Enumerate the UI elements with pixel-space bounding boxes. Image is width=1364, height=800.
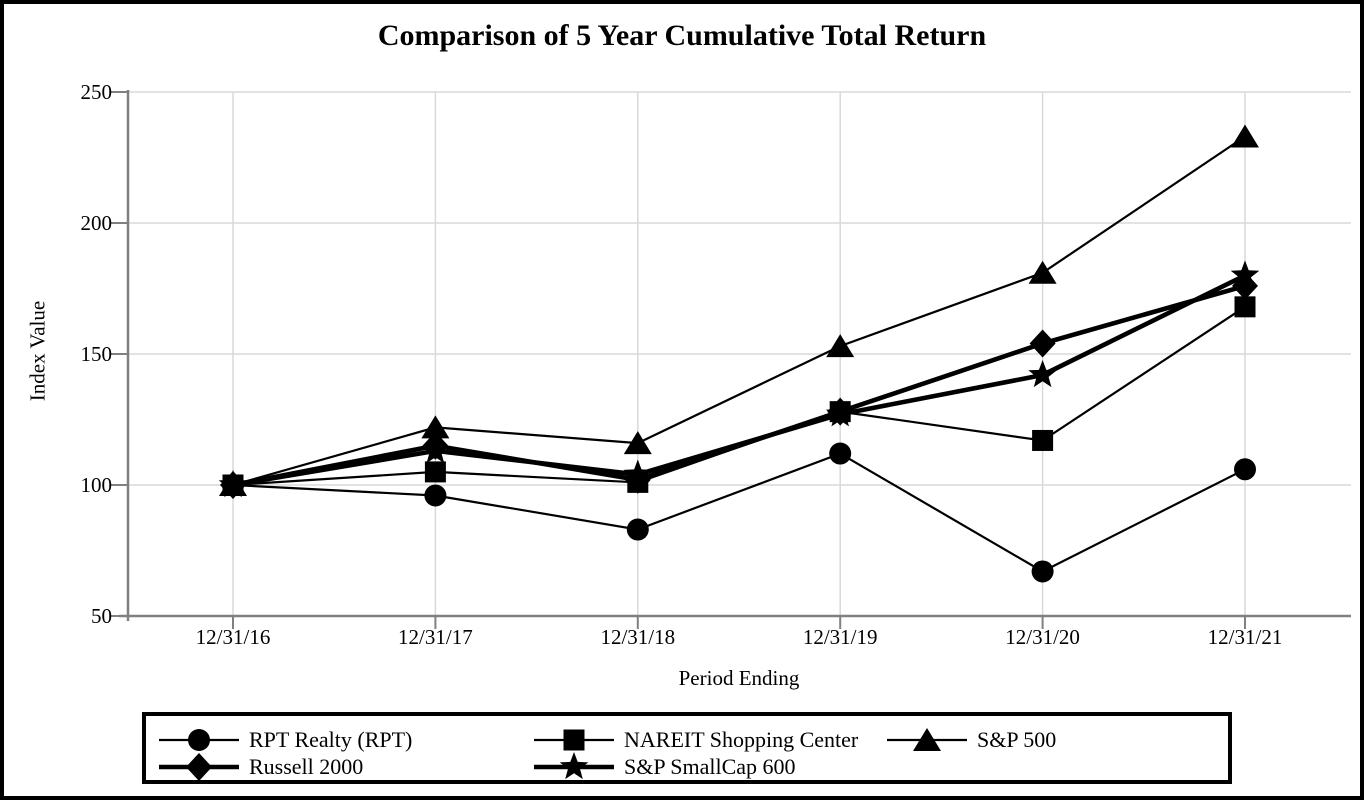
triangle-marker-s-p-500 bbox=[1231, 124, 1259, 148]
series-line-s-p-smallcap-600 bbox=[232, 273, 1247, 488]
circle-marker-rpt-realty-rpt bbox=[626, 518, 649, 541]
legend-sample-diamond-icon bbox=[159, 753, 239, 781]
star-marker-s-p-smallcap-600 bbox=[1028, 360, 1057, 388]
x-tick-label: 12/31/18 bbox=[600, 625, 676, 649]
legend-sample-triangle-icon bbox=[887, 728, 967, 751]
triangle-marker-s-p-500 bbox=[421, 415, 450, 439]
legend-label: RPT Realty (RPT) bbox=[249, 727, 413, 752]
legend-sample-star-icon bbox=[534, 752, 614, 780]
legend-sample-circle-icon bbox=[159, 729, 239, 751]
legend-sample-square-icon bbox=[534, 729, 614, 751]
y-tick-label: 50 bbox=[91, 604, 112, 628]
legend-entry-nareit-shopping-center: NAREIT Shopping Center bbox=[534, 726, 858, 754]
series-line-russell-2000 bbox=[232, 283, 1246, 488]
x-tick-label: 12/31/19 bbox=[802, 625, 878, 649]
square-marker-nareit-shopping-center bbox=[424, 461, 446, 483]
triangle-marker-s-p-500 bbox=[1028, 260, 1057, 284]
diamond-marker-russell-2000 bbox=[1232, 271, 1258, 300]
legend-label: NAREIT Shopping Center bbox=[624, 727, 859, 752]
legend-label: Russell 2000 bbox=[249, 754, 364, 779]
square-marker-nareit-shopping-center bbox=[627, 471, 649, 493]
series-line-s-p-500 bbox=[232, 135, 1246, 487]
x-tick-label: 12/31/20 bbox=[1005, 625, 1080, 649]
legend-entry-s-p-500: S&P 500 bbox=[887, 726, 1056, 754]
diamond-marker-russell-2000 bbox=[186, 753, 212, 781]
square-marker-nareit-shopping-center bbox=[829, 401, 851, 423]
square-marker-nareit-shopping-center bbox=[563, 729, 585, 751]
triangle-marker-s-p-500 bbox=[826, 334, 855, 358]
legend-label: S&P SmallCap 600 bbox=[624, 754, 796, 779]
chart-title: Comparison of 5 Year Cumulative Total Re… bbox=[377, 19, 987, 52]
legend-box: RPT Realty (RPT) NAREIT Shopping Center S&… bbox=[142, 712, 1232, 784]
legend-entry-russell-2000: Russell 2000 bbox=[159, 753, 363, 781]
legend-entry-rpt-realty-rpt: RPT Realty (RPT) bbox=[159, 726, 412, 754]
circle-marker-rpt-realty-rpt bbox=[188, 729, 210, 751]
square-marker-nareit-shopping-center bbox=[1032, 429, 1054, 451]
chart-plot-area bbox=[110, 90, 1351, 629]
y-tick-label: 250 bbox=[80, 80, 113, 104]
series-line-rpt-realty-rpt bbox=[232, 452, 1246, 573]
y-tick-label: 150 bbox=[80, 342, 113, 366]
x-axis-title: Period Ending bbox=[678, 666, 800, 690]
square-marker-nareit-shopping-center bbox=[1234, 296, 1256, 318]
star-marker-s-p-smallcap-600 bbox=[421, 435, 450, 464]
star-marker-s-p-smallcap-600 bbox=[1230, 260, 1260, 288]
x-tick-label: 12/31/17 bbox=[398, 625, 473, 649]
x-tick-label: 12/31/21 bbox=[1207, 625, 1283, 649]
x-tick-label: 12/31/16 bbox=[195, 625, 271, 649]
circle-marker-rpt-realty-rpt bbox=[829, 442, 852, 465]
legend-label: S&P 500 bbox=[977, 727, 1057, 752]
triangle-marker-s-p-500 bbox=[913, 728, 941, 751]
star-marker-s-p-smallcap-600 bbox=[559, 752, 589, 780]
y-tick-label: 100 bbox=[80, 473, 113, 497]
square-marker-nareit-shopping-center bbox=[222, 474, 244, 496]
diamond-marker-russell-2000 bbox=[1029, 329, 1056, 358]
circle-marker-rpt-realty-rpt bbox=[1031, 560, 1054, 583]
triangle-marker-s-p-500 bbox=[623, 431, 652, 455]
legend-entry-s-p-smallcap-600: S&P SmallCap 600 bbox=[534, 752, 796, 781]
circle-marker-rpt-realty-rpt bbox=[424, 484, 447, 507]
y-tick-label: 200 bbox=[80, 211, 113, 235]
circle-marker-rpt-realty-rpt bbox=[1234, 458, 1256, 481]
